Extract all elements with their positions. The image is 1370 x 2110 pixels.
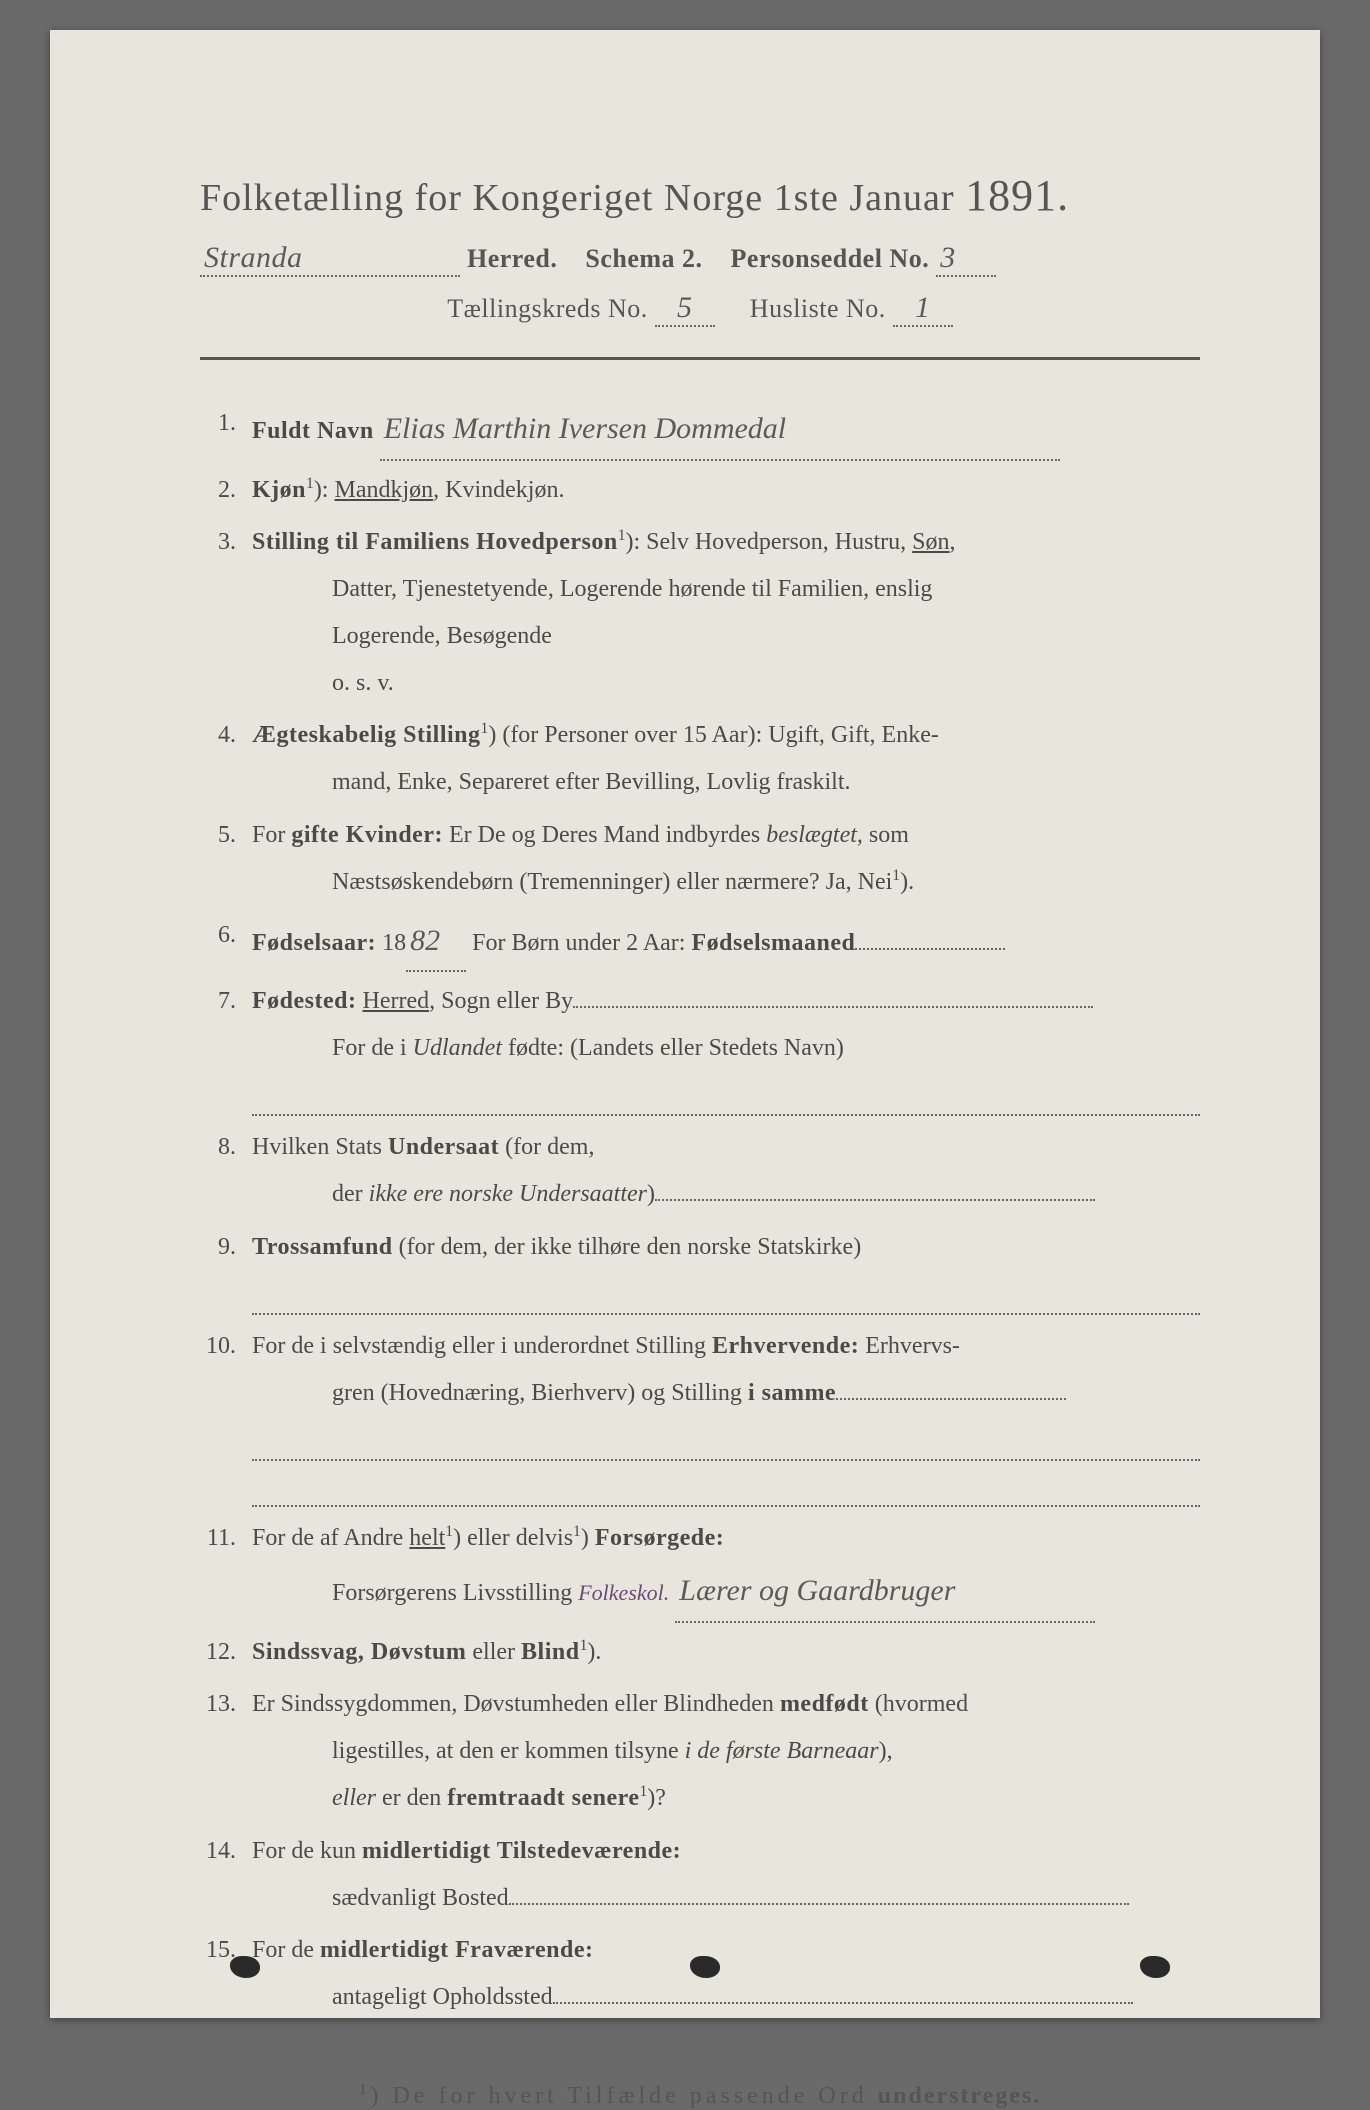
entry-5: 5. For gifte Kvinder: Er De og Deres Man…: [200, 812, 1200, 906]
entry-14: 14. For de kun midlertidigt Tilstedevære…: [200, 1828, 1200, 1922]
divider: [200, 357, 1200, 360]
entry-1: 1. Fuldt Navn Elias Marthin Iversen Domm…: [200, 400, 1200, 461]
entry-3: 3. Stilling til Familiens Hovedperson1):…: [200, 519, 1200, 706]
blank-line: [252, 1423, 1200, 1461]
blank-line: [252, 1078, 1200, 1116]
entry-4: 4. Ægteskabelig Stilling1) (for Personer…: [200, 712, 1200, 806]
entry-12: 12. Sindssvag, Døvstum eller Blind1).: [200, 1629, 1200, 1676]
subhead-line-2: Tællingskreds No. 5 Husliste No. 1: [200, 291, 1200, 327]
census-form-page: Folketælling for Kongeriget Norge 1ste J…: [50, 30, 1320, 2018]
husliste-label: Husliste No.: [750, 294, 886, 323]
entry-body: Fuldt Navn Elias Marthin Iversen Dommeda…: [252, 400, 1200, 461]
footnote: 1) De for hvert Tilfælde passende Ord un…: [200, 2081, 1200, 2110]
personseddel-label: Personseddel No.: [731, 244, 930, 273]
entry-8: 8. Hvilken Stats Undersaat (for dem, der…: [200, 1124, 1200, 1218]
entry-10: 10. For de i selvstændig eller i underor…: [200, 1323, 1200, 1417]
fullname-value: Elias Marthin Iversen Dommedal: [380, 400, 1060, 461]
tallingskreds-no: 5: [655, 291, 715, 327]
punch-hole-icon: [230, 1956, 260, 1978]
entry-6: 6. Fødselsaar: 1882 For Børn under 2 Aar…: [200, 912, 1200, 973]
entry-num: 1.: [200, 400, 252, 447]
personseddel-no: 3: [936, 241, 996, 277]
blank-line: [252, 1469, 1200, 1507]
schema-label: Schema 2.: [585, 244, 702, 273]
page-title: Folketælling for Kongeriget Norge 1ste J…: [200, 170, 1200, 221]
title-year: 1891.: [965, 171, 1069, 220]
subhead-line-1: Stranda Herred. Schema 2. Personseddel N…: [200, 241, 1200, 277]
blank-line: [252, 1277, 1200, 1315]
title-prefix: Folketælling for Kongeriget Norge 1ste J…: [200, 177, 955, 219]
tallingskreds-label: Tællingskreds No.: [447, 294, 648, 323]
punch-hole-icon: [1140, 1956, 1170, 1978]
herred-value: Stranda: [200, 241, 460, 277]
entry-2: 2. Kjøn1): Mandkjøn, Kvindekjøn.: [200, 467, 1200, 514]
entry-11: 11. For de af Andre helt1) eller delvis1…: [200, 1515, 1200, 1622]
herred-label: Herred.: [467, 244, 557, 273]
punch-hole-icon: [690, 1956, 720, 1978]
husliste-no: 1: [893, 291, 953, 327]
entry-13: 13. Er Sindssygdommen, Døvstumheden elle…: [200, 1681, 1200, 1821]
form-entries: 1. Fuldt Navn Elias Marthin Iversen Domm…: [200, 400, 1200, 2021]
entry-9: 9. Trossamfund (for dem, der ikke tilhør…: [200, 1224, 1200, 1271]
entry-7: 7. Fødested: Herred, Sogn eller By For d…: [200, 978, 1200, 1072]
